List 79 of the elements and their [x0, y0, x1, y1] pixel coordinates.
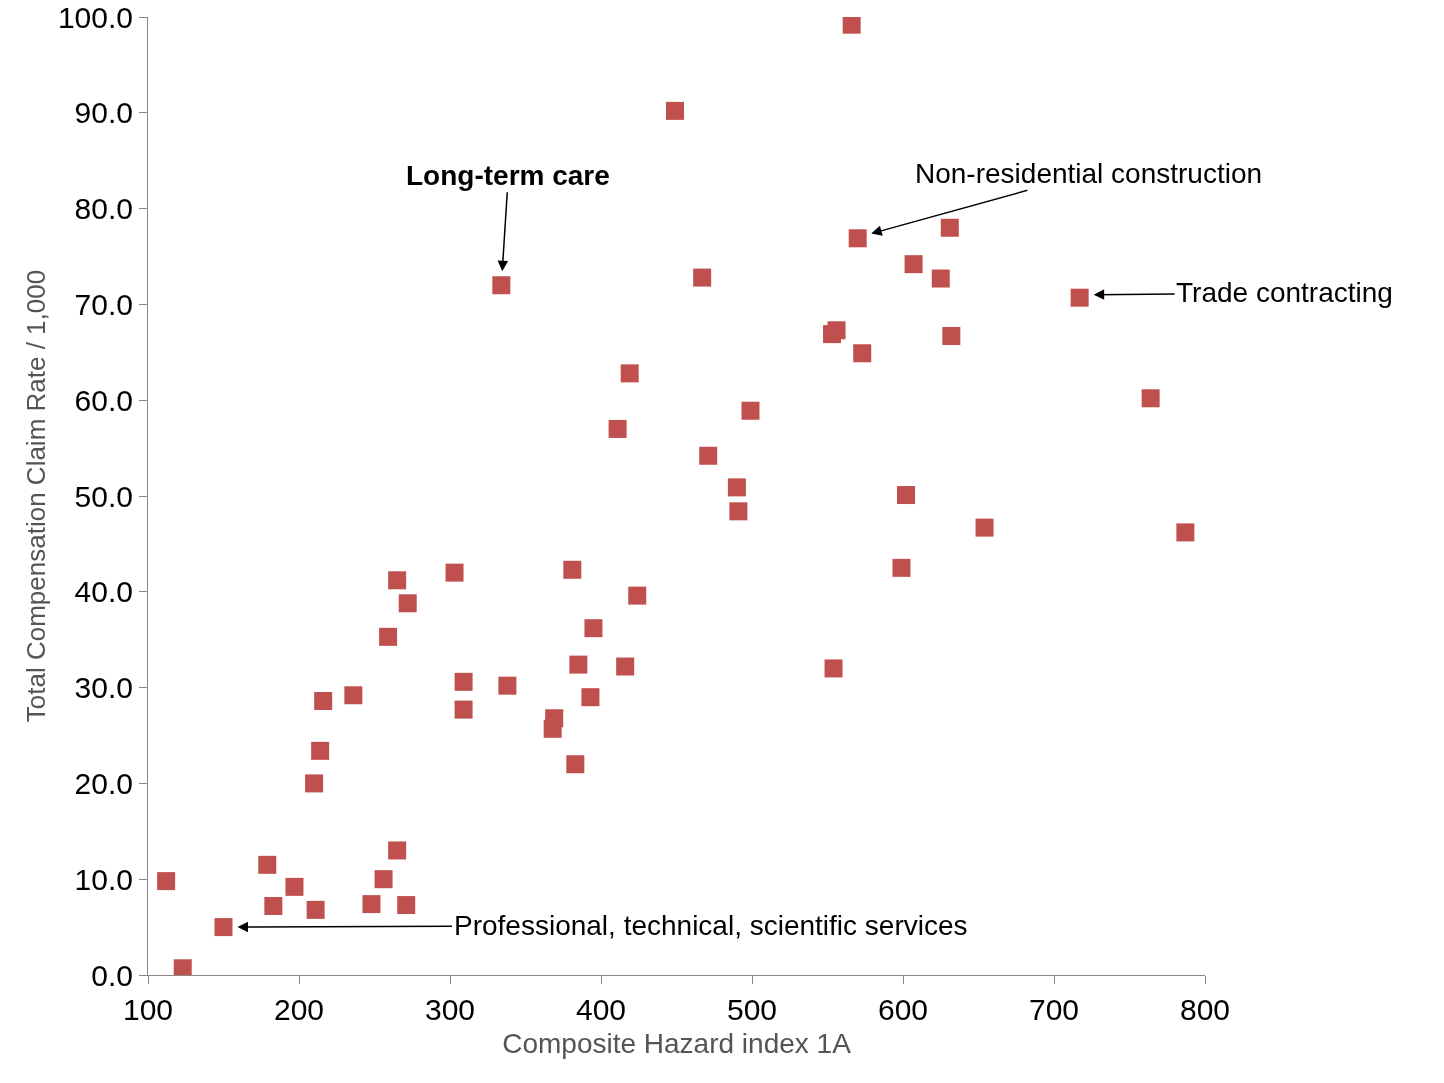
- point: [285, 877, 304, 896]
- point: [492, 276, 511, 295]
- point: [379, 627, 398, 646]
- x-tick-label: 200: [273, 993, 325, 1026]
- point: [388, 841, 407, 860]
- point: [566, 755, 585, 774]
- point: [374, 870, 393, 889]
- point: [665, 101, 684, 120]
- point: [362, 895, 381, 914]
- y-tick-label: 0.0: [91, 958, 133, 992]
- point: [581, 688, 600, 707]
- point: [904, 255, 923, 274]
- point: [827, 321, 846, 340]
- annotation: Non-residential construction: [915, 158, 1263, 189]
- point: [498, 676, 517, 695]
- point: [729, 502, 748, 521]
- annotation: Trade contracting: [1176, 277, 1393, 308]
- point: [892, 558, 911, 577]
- x-tick-label: 600: [877, 993, 929, 1026]
- y-tick-label: 100.0: [57, 0, 133, 34]
- point: [1070, 288, 1089, 307]
- x-tick-label: 700: [1028, 993, 1080, 1026]
- annotation: Professional, technical, scientific services: [454, 910, 968, 941]
- x-tick-label: 100: [122, 993, 174, 1026]
- y-axis-title: Total Compensation Claim Rate / 1,000: [21, 269, 52, 723]
- y-tick-label: 60.0: [74, 383, 133, 417]
- point: [454, 672, 473, 691]
- point: [741, 401, 760, 420]
- y-tick-label: 90.0: [74, 96, 133, 130]
- point: [608, 419, 627, 438]
- point: [940, 218, 959, 237]
- y-tick-label: 70.0: [74, 287, 133, 321]
- point: [897, 486, 916, 505]
- point: [1176, 523, 1195, 542]
- point: [1141, 389, 1160, 408]
- x-axis-title: Composite Hazard index 1A: [502, 1028, 852, 1060]
- point: [853, 344, 872, 363]
- point: [258, 855, 277, 874]
- point: [173, 959, 192, 975]
- point: [842, 17, 861, 34]
- point: [397, 896, 416, 915]
- point: [545, 709, 564, 728]
- point: [942, 327, 961, 346]
- y-tick-label: 20.0: [74, 766, 133, 800]
- point: [616, 657, 635, 676]
- point: [388, 571, 407, 590]
- point: [311, 741, 330, 760]
- x-tick-label: 400: [575, 993, 627, 1026]
- y-tick-label: 10.0: [74, 862, 133, 896]
- point: [314, 692, 333, 711]
- point: [848, 229, 867, 248]
- point: [305, 774, 324, 793]
- y-tick-label: 30.0: [74, 671, 133, 705]
- point: [157, 872, 176, 891]
- y-tick-label: 80.0: [74, 192, 133, 226]
- y-tick-label: 50.0: [74, 479, 133, 513]
- point: [727, 478, 746, 497]
- point: [699, 446, 718, 465]
- x-tick-label: 300: [424, 993, 476, 1026]
- point: [398, 594, 417, 613]
- x-tick-label: 500: [726, 993, 778, 1026]
- point: [344, 686, 363, 705]
- point: [693, 268, 712, 287]
- point: [628, 586, 647, 605]
- y-tick-label: 40.0: [74, 575, 133, 609]
- point: [214, 918, 233, 937]
- point: [620, 364, 639, 383]
- point: [563, 560, 582, 579]
- point: [824, 659, 843, 678]
- point: [264, 897, 283, 916]
- point: [584, 619, 603, 638]
- point: [975, 518, 994, 537]
- point: [445, 563, 464, 582]
- annotation: Long-term care: [406, 160, 610, 191]
- point: [931, 269, 950, 288]
- point: [454, 700, 473, 719]
- point: [569, 655, 588, 674]
- point: [306, 900, 325, 919]
- x-tick-label: 800: [1179, 993, 1231, 1026]
